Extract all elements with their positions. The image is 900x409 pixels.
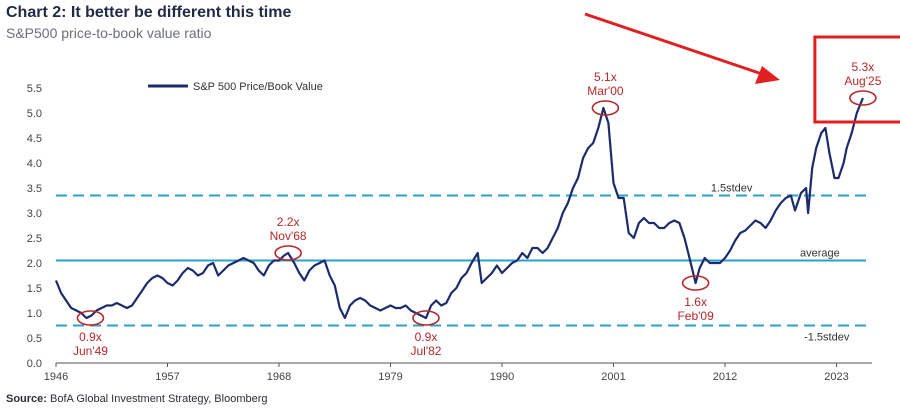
- x-tick-label: 1990: [490, 371, 514, 383]
- x-tick-label: 2001: [601, 371, 625, 383]
- annotation-date: Jul'82: [410, 344, 441, 358]
- y-tick-label: 5.5: [27, 83, 42, 95]
- x-tick-label: 1979: [378, 371, 402, 383]
- y-tick-label: 1.0: [27, 308, 42, 320]
- source-label: Source:: [6, 393, 47, 405]
- annotation-marker: [76, 310, 105, 326]
- annotation-value: 0.9x: [415, 330, 438, 344]
- series-line-pb-ratio: [54, 97, 864, 320]
- annotation-date: Jun'49: [73, 344, 108, 358]
- annotation-date: Feb'09: [677, 309, 714, 323]
- annotation-date: Nov'68: [270, 229, 307, 243]
- x-tick-label: 1946: [44, 371, 68, 383]
- reference-line-label: 1.5stdev: [711, 183, 753, 195]
- y-tick-label: 4.0: [27, 158, 42, 170]
- legend-label: S&P 500 Price/Book Value: [193, 81, 323, 93]
- annotation-marker: [412, 310, 440, 326]
- reference-line-label: -1.5stdev: [804, 332, 850, 344]
- highlight-arrow-head: [755, 66, 780, 84]
- annotation-value: 5.1x: [594, 70, 617, 84]
- reference-line-label: average: [800, 248, 840, 260]
- y-tick-label: 2.0: [27, 258, 42, 270]
- annotation-marker: [591, 100, 620, 116]
- y-tick-label: 3.5: [27, 183, 42, 195]
- annotation-date: Aug'25: [844, 74, 881, 88]
- highlight-box: [813, 35, 900, 124]
- annotation-value: 5.3x: [852, 60, 875, 74]
- source-text: BofA Global Investment Strategy, Bloombe…: [50, 393, 268, 405]
- y-tick-label: 1.5: [27, 283, 42, 295]
- y-tick-label: 3.0: [27, 208, 42, 220]
- chart-subtitle: S&P500 price-to-book value ratio: [6, 25, 212, 41]
- y-tick-label: 5.0: [27, 108, 42, 120]
- x-tick-label: 1968: [267, 371, 291, 383]
- y-tick-label: 0.0: [27, 358, 42, 370]
- y-tick-label: 0.5: [27, 333, 42, 345]
- annotation-marker: [681, 275, 710, 291]
- x-tick-label: 2023: [824, 371, 848, 383]
- y-tick-label: 2.5: [27, 233, 42, 245]
- source-note: Source: BofA Global Investment Strategy,…: [6, 393, 268, 405]
- highlight-arrow-shaft: [584, 12, 763, 76]
- x-tick-label: 2012: [713, 371, 737, 383]
- y-tick-label: 4.5: [27, 133, 42, 145]
- chart-title: Chart 2: It better be different this tim…: [6, 4, 292, 21]
- annotation-marker: [849, 90, 877, 106]
- annotation-value: 1.6x: [684, 295, 707, 309]
- annotation-marker: [274, 245, 302, 261]
- annotation-date: Mar'00: [587, 84, 624, 98]
- annotation-value: 0.9x: [79, 330, 102, 344]
- annotation-value: 2.2x: [277, 215, 300, 229]
- x-tick-label: 1957: [155, 371, 179, 383]
